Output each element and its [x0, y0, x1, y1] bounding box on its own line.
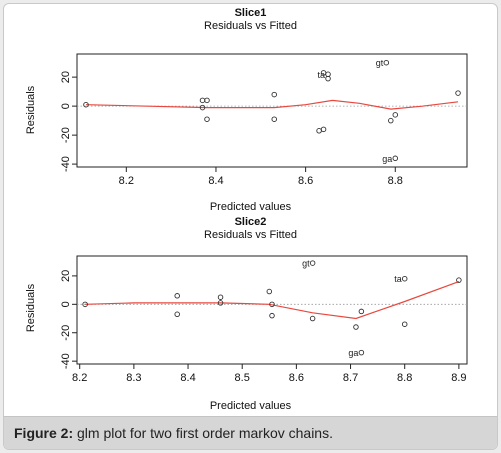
figure-frame: Slice1 Residuals vs Fitted 8.2 8.4 8.6 8.8 -…: [3, 3, 498, 450]
y-tick-label: 0: [60, 103, 72, 109]
data-point: [455, 90, 461, 96]
plot-frame: [76, 255, 468, 365]
data-point: [174, 293, 180, 299]
smooth-line: [85, 99, 459, 110]
point-label: ga: [348, 348, 358, 358]
y-tick-label: 20: [60, 71, 72, 83]
x-tick-label: 8.7: [343, 372, 358, 384]
point-label: ta: [394, 274, 402, 284]
data-point: [269, 312, 275, 319]
data-point: [271, 91, 277, 98]
data-point: [309, 315, 316, 322]
x-tick-label: 8.8: [388, 175, 403, 187]
y-tick-label: -40: [60, 156, 72, 172]
x-tick-label: 8.3: [126, 372, 141, 384]
data-point: [358, 349, 365, 356]
chart-panel-slice2: Slice2 Residuals vs Fitted 8.2 8.3 8.4 8.5 8…: [4, 214, 497, 416]
data-point: [217, 294, 224, 300]
y-axis-label: Residuals: [25, 283, 37, 333]
caption-text: glm plot for two first order markov chai…: [77, 425, 333, 441]
data-point: [309, 260, 316, 266]
x-axis-label: Predicted values: [209, 400, 292, 412]
data-point: [392, 155, 399, 162]
data-point: [217, 300, 224, 306]
figure-caption: Figure 2: glm plot for two first order m…: [4, 416, 497, 449]
data-point: [266, 288, 273, 295]
data-point: [174, 311, 180, 318]
data-point: [401, 275, 408, 282]
y-tick-label: -20: [60, 127, 72, 143]
data-point: [325, 75, 331, 82]
point-label: gt: [302, 259, 310, 269]
x-tick-label: 8.6: [289, 372, 304, 384]
data-point: [82, 301, 88, 308]
data-point: [353, 324, 359, 330]
x-tick-label: 8.8: [397, 372, 412, 384]
x-tick-label: 8.9: [451, 372, 466, 384]
x-tick-label: 8.2: [72, 372, 87, 384]
data-point: [456, 277, 462, 283]
data-point: [83, 101, 89, 108]
plot-frame: [76, 53, 468, 168]
data-point: [392, 112, 399, 118]
chart-subtitle: Residuals vs Fitted: [204, 229, 297, 241]
plot-svg-slice1: 8.2 8.4 8.6 8.8 -40 -20 0 20 ta gt ga: [60, 53, 468, 187]
x-tick-label: 8.4: [208, 175, 223, 187]
x-tick-label: 8.6: [298, 175, 313, 187]
y-tick-label: 0: [60, 301, 72, 307]
chart-title: Slice1: [234, 7, 267, 19]
chart-panel-slice1: Slice1 Residuals vs Fitted 8.2 8.4 8.6 8.8 -…: [4, 4, 497, 214]
chart-subtitle: Residuals vs Fitted: [204, 20, 297, 32]
data-point: [199, 97, 206, 104]
y-tick-label: -20: [60, 325, 72, 341]
point-label: ga: [382, 154, 392, 164]
data-point: [271, 116, 277, 122]
point-label: ta: [318, 70, 326, 80]
data-point: [199, 104, 206, 111]
data-point: [269, 301, 275, 308]
x-tick-label: 8.2: [119, 175, 134, 187]
y-tick-label: 20: [60, 270, 72, 282]
data-point: [316, 128, 322, 134]
data-point: [388, 117, 394, 124]
chart-title: Slice2: [234, 216, 267, 228]
data-point: [204, 97, 210, 104]
point-label: gt: [376, 58, 384, 68]
data-point: [204, 116, 210, 122]
data-point: [401, 321, 408, 327]
x-axis-label: Predicted values: [209, 201, 292, 213]
data-point: [383, 59, 390, 66]
x-tick-label: 8.5: [235, 372, 250, 384]
data-point: [320, 126, 327, 133]
y-axis-label: Residuals: [25, 85, 37, 135]
data-point: [358, 308, 365, 315]
caption-label: Figure 2:: [14, 425, 74, 441]
plot-svg-slice2: 8.2 8.3 8.4 8.5 8.6 8.7 8.8 8.9 -40 -20 0 20 gt ga ta: [60, 255, 468, 384]
y-tick-label: -40: [60, 353, 72, 369]
x-tick-label: 8.4: [180, 372, 195, 384]
